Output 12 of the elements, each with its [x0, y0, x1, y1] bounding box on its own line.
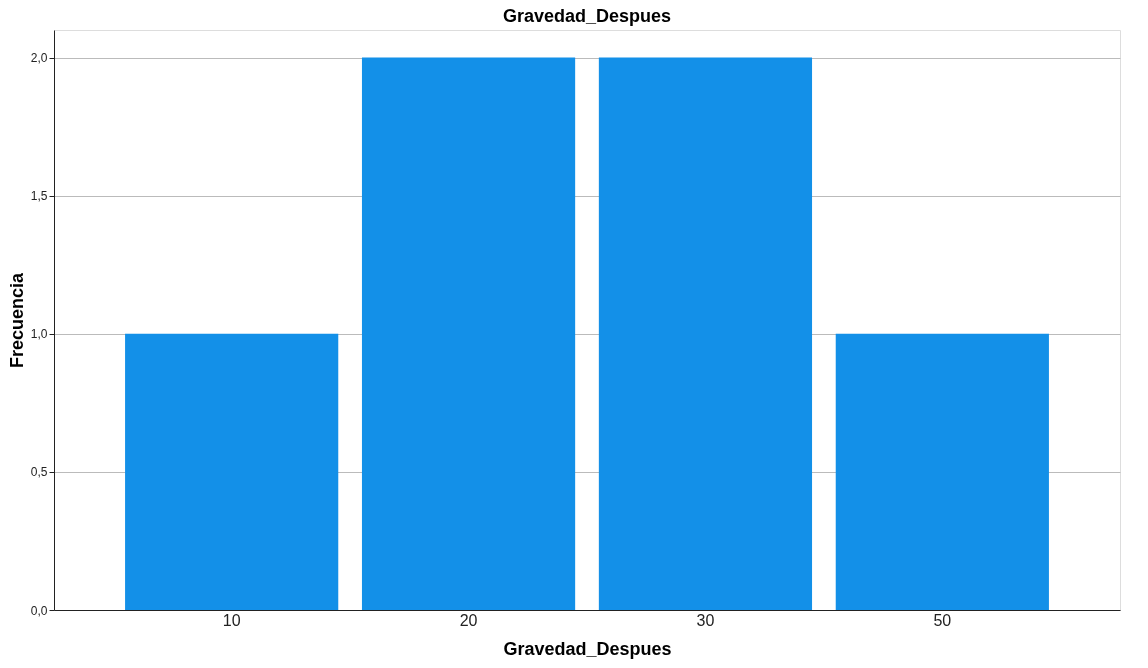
chart-title: Gravedad_Despues	[502, 6, 672, 26]
x-tick-label: 50	[933, 611, 952, 629]
x-axis-title: Gravedad_Despues	[503, 638, 672, 659]
y-tick-label: 2,0	[30, 51, 48, 66]
x-tick-label: 30	[696, 611, 715, 629]
y-tick-label: 1,0	[30, 327, 48, 342]
x-tick-label: 20	[459, 611, 478, 629]
y-axis-title: Frecuencia	[6, 271, 27, 369]
y-tick-label: 1,5	[30, 189, 48, 204]
x-tick-label: 10	[222, 611, 241, 629]
y-tick-label: 0,0	[30, 603, 48, 618]
y-tick-label: 0,5	[30, 465, 48, 480]
